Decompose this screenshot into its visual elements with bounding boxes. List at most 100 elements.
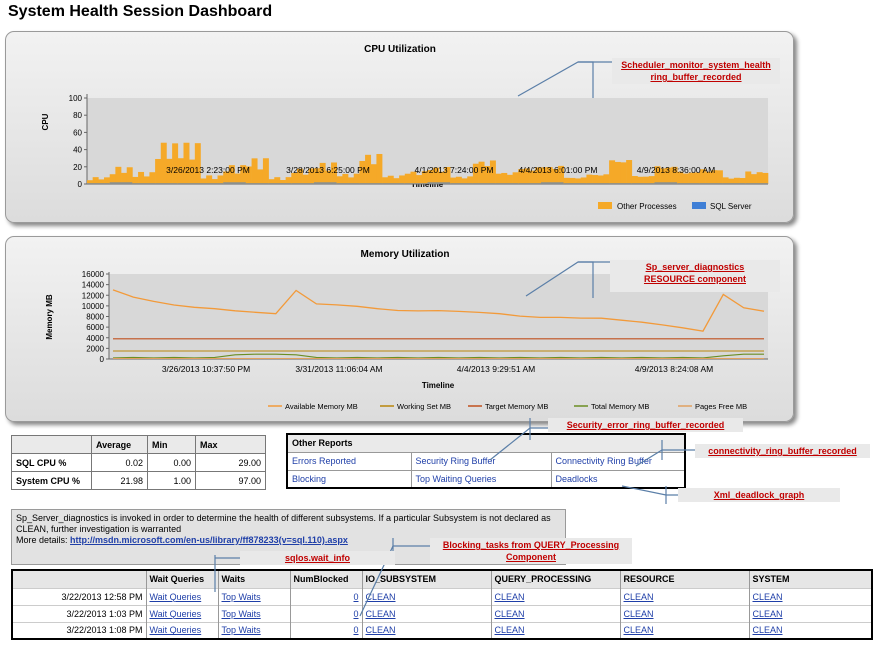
top-waits-link[interactable]: Top Waits (221, 608, 261, 619)
callout-text: connectivity_ring_buffer_recorded (708, 446, 857, 456)
system-status-link[interactable]: CLEAN (752, 608, 783, 619)
num-blocked-link[interactable]: 0 (353, 591, 359, 602)
more-details-label: More details: (16, 535, 71, 545)
cpu-bar-sql (427, 182, 451, 184)
stats-label: System CPU % (11, 471, 92, 490)
system-status-link[interactable]: CLEAN (752, 591, 783, 602)
callout-text: Xml_deadlock_graph (713, 490, 805, 500)
waits-header-io-subsystem: IO_SUBSYSTEM (361, 570, 491, 588)
resource-status-link[interactable]: CLEAN (623, 625, 654, 636)
stats-average: 21.98 (91, 471, 148, 490)
y-tick-label: 4000 (86, 334, 104, 343)
cpu-bar-other (467, 176, 474, 184)
cpu-bar-other (688, 172, 695, 184)
table-row: 3/22/2013 1:03 PM Wait Queries Top Waits… (12, 604, 872, 622)
wait-queries-link[interactable]: Wait Queries (149, 591, 202, 602)
cpu-bar-other (302, 174, 309, 184)
waits-header-query-processing: QUERY_PROCESSING (490, 570, 620, 588)
cpu-bar-other (569, 177, 576, 184)
waits-timestamp: 3/22/2013 1:08 PM (12, 621, 146, 639)
cpu-bar-other (523, 168, 530, 184)
cpu-bar-other (580, 177, 587, 184)
callout-text: ring_buffer_recorded (650, 72, 742, 82)
security-ring-buffer-link[interactable]: Security Ring Buffer (415, 456, 496, 466)
waits-header-numblocked: NumBlocked (289, 570, 362, 588)
x-axis-label: Timeline (422, 381, 455, 390)
waits-header-system: SYSTEM (748, 570, 872, 588)
x-tick-label: 4/9/2013 8:36:00 AM (637, 165, 715, 175)
wait-queries-link[interactable]: Wait Queries (149, 608, 202, 619)
cpu-bar-other (410, 171, 417, 184)
sp-server-diagnostics-callout: Sp_server_diagnostics RESOURCE component (610, 260, 780, 292)
top-waits-link[interactable]: Top Waits (221, 591, 261, 602)
query-processing-status-link[interactable]: CLEAN (494, 625, 525, 636)
y-tick-label: 10000 (82, 302, 105, 311)
cpu-bar-sql (223, 182, 246, 184)
callout-text: Blocking_tasks from QUERY_Processing (442, 540, 620, 550)
cpu-bar-other (279, 179, 286, 184)
stats-max: 97.00 (195, 471, 266, 490)
query-processing-status-link[interactable]: CLEAN (494, 608, 525, 619)
cpu-bar-other (296, 168, 303, 184)
deadlocks-link[interactable]: Deadlocks (555, 473, 598, 484)
io-subsystem-status-link[interactable]: CLEAN (365, 591, 396, 602)
cpu-bar-other (563, 177, 570, 184)
system-status-link[interactable]: CLEAN (752, 625, 783, 636)
security-error-callout: Security_error_ring_buffer_recorded (548, 418, 743, 432)
cpu-bar-other (541, 167, 547, 184)
table-row: 3/22/2013 12:58 PM Wait Queries Top Wait… (12, 587, 872, 605)
wait-queries-link[interactable]: Wait Queries (149, 625, 202, 636)
cpu-bar-other (183, 142, 190, 184)
cpu-bar-other (172, 143, 179, 184)
cpu-bar-sql (200, 183, 224, 184)
resource-status-link[interactable]: CLEAN (623, 608, 654, 619)
query-processing-status-link[interactable]: CLEAN (494, 591, 525, 602)
cpu-bar-other (660, 168, 667, 184)
cpu-bar-other (637, 176, 644, 184)
cpu-bar-other (166, 158, 173, 184)
cpu-bar-other (126, 167, 133, 184)
cpu-bar-other (546, 167, 553, 184)
cpu-bar-other (109, 174, 116, 184)
cpu-bar-other (750, 174, 757, 184)
msdn-link[interactable]: http://msdn.microsoft.com/en-us/library/… (70, 535, 348, 545)
num-blocked-link[interactable]: 0 (353, 608, 359, 619)
cpu-bar-other (331, 162, 337, 184)
cpu-bar-other (228, 165, 235, 184)
cpu-bar-other (427, 170, 434, 184)
num-blocked-link[interactable]: 0 (353, 625, 359, 636)
cpu-bar-other (421, 171, 428, 184)
errors-reported-link[interactable]: Errors Reported (292, 456, 357, 466)
top-waits-link[interactable]: Top Waits (221, 625, 261, 636)
y-tick-label: 2000 (86, 344, 104, 353)
cpu-bar-other (592, 175, 599, 184)
cpu-bar-sql (541, 182, 564, 184)
connectivity-ring-buffer-link[interactable]: Connectivity Ring Buffer (555, 456, 652, 466)
cpu-bar-other (382, 177, 389, 184)
cpu-bar-other (149, 172, 156, 184)
cpu-bar-sql (245, 183, 269, 184)
io-subsystem-status-link[interactable]: CLEAN (365, 625, 396, 636)
cpu-bar-other (308, 168, 315, 184)
io-subsystem-status-link[interactable]: CLEAN (365, 608, 396, 619)
legend-swatch (692, 202, 706, 209)
cpu-bar-other (654, 166, 661, 184)
resource-status-link[interactable]: CLEAN (623, 591, 654, 602)
cpu-bar-other (648, 176, 655, 184)
cpu-bar-other (529, 170, 536, 184)
page-title: System Health Session Dashboard (8, 3, 273, 20)
cpu-bar-other (223, 171, 230, 184)
y-tick-label: 80 (73, 111, 82, 120)
stats-max: 29.00 (195, 453, 266, 472)
callout-text: Scheduler_monitor_system_health (621, 60, 771, 70)
top-waiting-queries-link[interactable]: Top Waiting Queries (415, 473, 497, 484)
blocking-link[interactable]: Blocking (292, 473, 327, 484)
cpu-bar-other (489, 160, 496, 184)
deadlock-callout: Xml_deadlock_graph (678, 488, 840, 502)
y-tick-label: 20 (73, 163, 82, 172)
cpu-bar-other (200, 178, 207, 184)
cpu-bar-other (336, 176, 343, 184)
cpu-bar-sql (563, 183, 587, 184)
cpu-bar-sql (155, 183, 178, 184)
stats-header-average: Average (91, 435, 148, 454)
